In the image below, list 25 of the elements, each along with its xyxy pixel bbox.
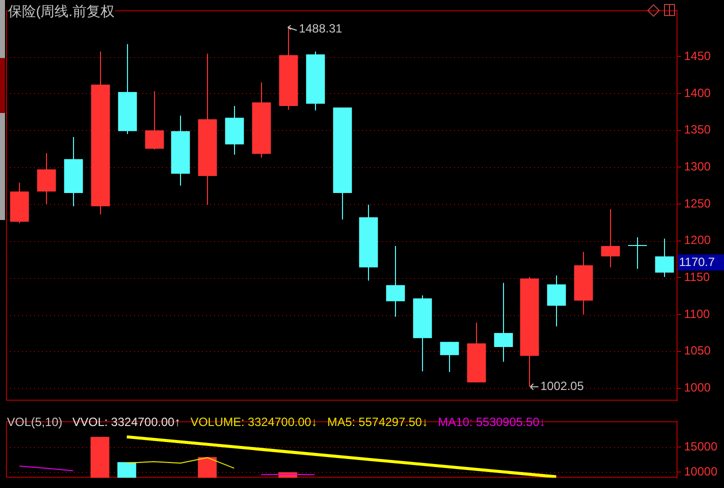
chart-title: 保险(周线.前复权: [8, 3, 115, 21]
y-tick-label: 1350: [684, 122, 712, 137]
y-tick-label: 1100: [684, 306, 710, 321]
y-tick-label: 1450: [684, 48, 712, 63]
candlestick: [655, 238, 674, 278]
candlestick: [145, 90, 164, 150]
y-tick-label: 1400: [684, 86, 712, 100]
y-tick-label: 1200: [684, 233, 712, 248]
candlestick: [601, 208, 620, 268]
candlestick: [494, 282, 513, 362]
candlestick: [547, 275, 566, 327]
y-tick-label: 1050: [684, 344, 712, 358]
candlestick: [440, 341, 459, 373]
y-tick-label: 1300: [684, 159, 712, 174]
y-tick-label: 1000: [684, 380, 712, 395]
candlestick: [37, 152, 56, 205]
y-tick-label: 1250: [684, 196, 712, 210]
annotation: 1002.05: [540, 379, 584, 394]
text: 1170.7: [679, 254, 716, 269]
y-tick-label: 10000: [684, 464, 718, 479]
candlestick: [386, 246, 405, 318]
y-tick-label: 15000: [684, 439, 718, 454]
y-tick-label: 1150: [684, 270, 710, 284]
annotation: 1488.31: [298, 22, 343, 36]
candlestick: [628, 236, 648, 270]
